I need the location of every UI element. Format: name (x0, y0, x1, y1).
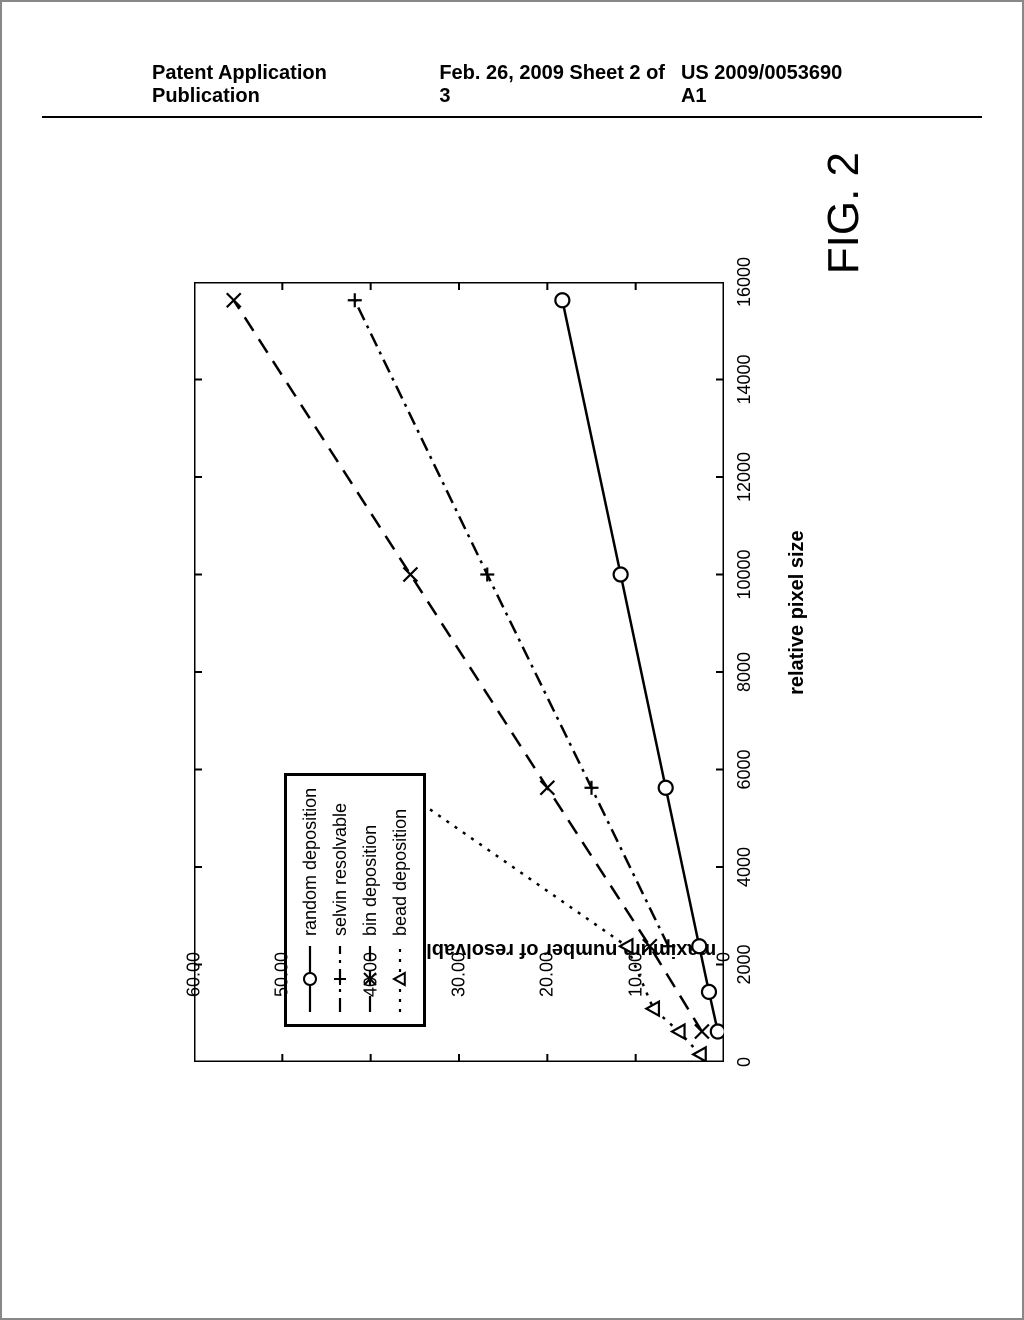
header-right: US 2009/0053690 A1 (681, 62, 872, 108)
legend-swatch (388, 944, 412, 1014)
ytick-label: 30.00 (449, 952, 470, 1032)
patent-page: Patent Application Publication Feb. 26, … (0, 0, 1024, 1320)
xtick-label: 12000 (734, 452, 755, 502)
legend-row: random deposition (295, 788, 325, 1014)
chart-legend: random deposition selvin resolvable bin de… (284, 773, 426, 1027)
legend-label: random deposition (300, 788, 321, 936)
figure-rotated-container: maximum number of resolvable molecules r… (14, 230, 1014, 1094)
page-header: Patent Application Publication Feb. 26, … (42, 62, 982, 118)
legend-swatch (298, 944, 322, 1014)
header-mid: Feb. 26, 2009 Sheet 2 of 3 (439, 62, 681, 108)
xtick-label: 6000 (734, 749, 755, 789)
figure-caption: FIG. 2 (819, 152, 869, 274)
xtick-label: 14000 (734, 354, 755, 404)
legend-label: bead deposition (390, 809, 411, 936)
legend-swatch (328, 944, 352, 1014)
xtick-label: 16000 (734, 257, 755, 307)
x-axis-label: relative pixel size (786, 530, 809, 695)
xtick-label: 2000 (734, 944, 755, 984)
legend-label: bin deposition (360, 825, 381, 936)
ytick-label: 0 (714, 952, 735, 1032)
ytick-label: 10.00 (625, 952, 646, 1032)
xtick-label: 8000 (734, 652, 755, 692)
ytick-label: 60.00 (184, 952, 205, 1032)
ytick-label: 50.00 (272, 952, 293, 1032)
figure: maximum number of resolvable molecules r… (164, 162, 864, 1162)
header-left: Patent Application Publication (152, 62, 439, 108)
ytick-label: 20.00 (537, 952, 558, 1032)
ytick-label: 40.00 (360, 952, 381, 1032)
chart-svg (194, 282, 724, 1062)
xtick-label: 4000 (734, 847, 755, 887)
legend-row: bead deposition (385, 788, 415, 1014)
legend-label: selvin resolvable (330, 803, 351, 936)
legend-row: selvin resolvable (325, 788, 355, 1014)
xtick-label: 0 (734, 1057, 755, 1067)
xtick-label: 10000 (734, 549, 755, 599)
plot-area: random deposition selvin resolvable bin de… (194, 282, 724, 1062)
